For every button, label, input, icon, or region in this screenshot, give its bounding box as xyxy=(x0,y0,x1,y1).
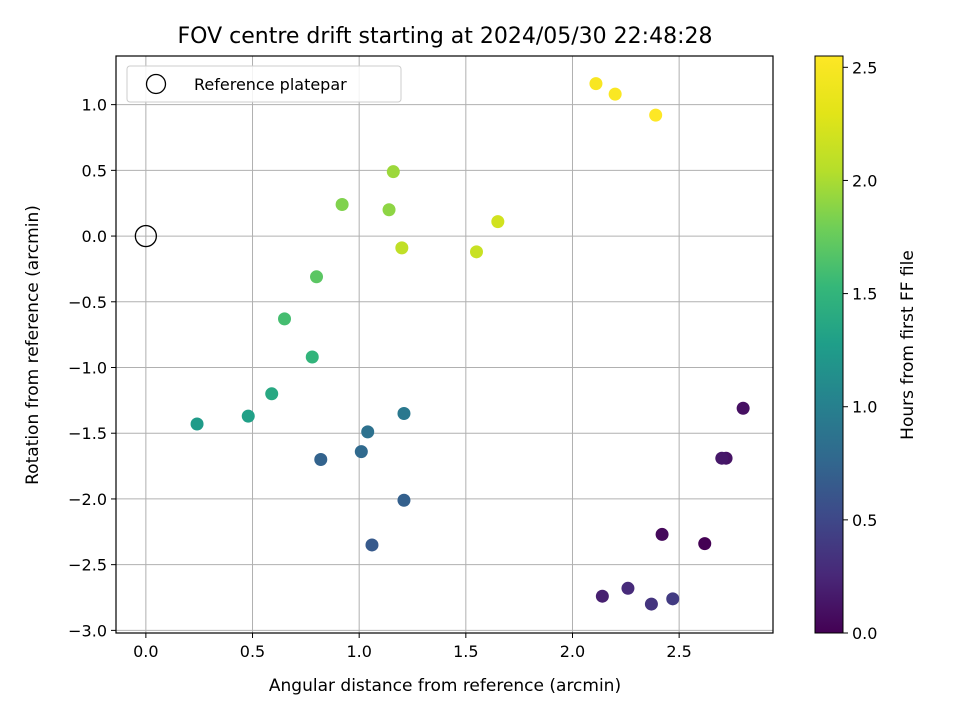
y-tick-label: −2.5 xyxy=(68,556,107,575)
y-tick-label: −2.0 xyxy=(68,490,107,509)
points-layer xyxy=(134,77,750,611)
data-point xyxy=(644,597,658,611)
x-tick-label: 0.0 xyxy=(133,642,158,661)
data-point xyxy=(589,77,603,91)
chart-title: FOV centre drift starting at 2024/05/30 … xyxy=(178,24,713,49)
colorbar-tick-label: 0.5 xyxy=(852,511,877,530)
legend: Reference platepar xyxy=(126,65,402,103)
y-tick-label: 0.5 xyxy=(82,161,107,180)
data-point xyxy=(491,215,505,229)
x-tick-label: 1.5 xyxy=(453,642,478,661)
data-point xyxy=(715,451,729,465)
grid xyxy=(116,56,773,633)
y-axis-label: Rotation from reference (arcmin) xyxy=(23,205,43,485)
colorbar-tick-label: 2.0 xyxy=(852,171,877,190)
data-point xyxy=(621,581,635,595)
data-point xyxy=(608,87,622,101)
colorbar: 0.0 0.5 1.0 1.5 2.0 2.5 Hours from first FF f… xyxy=(814,55,918,643)
x-axis-label: Angular distance from reference (arcmin) xyxy=(269,676,621,696)
y-tick-label: 0.0 xyxy=(82,227,107,246)
data-point xyxy=(736,401,750,415)
data-point xyxy=(365,538,379,552)
data-point xyxy=(666,592,680,606)
data-point xyxy=(305,350,319,364)
y-axis: −3.0 −2.5 −2.0 −1.5 −1.0 −0.5 0.0 0.5 1.0 xyxy=(68,96,116,640)
data-point xyxy=(649,108,663,122)
colorbar-tick-label: 1.5 xyxy=(852,285,877,304)
colorbar-tick-label: 0.0 xyxy=(852,624,877,643)
colorbar-label: Hours from first FF file xyxy=(898,250,918,440)
data-point xyxy=(335,198,349,212)
data-point xyxy=(397,407,411,421)
data-point xyxy=(190,417,204,431)
x-tick-label: 2.0 xyxy=(560,642,585,661)
legend-entry-label: Reference platepar xyxy=(194,75,347,94)
data-point xyxy=(241,409,255,423)
plot-frame xyxy=(115,55,774,634)
x-axis: 0.0 0.5 1.0 1.5 2.0 2.5 xyxy=(133,633,692,661)
data-point xyxy=(397,493,411,507)
data-point xyxy=(382,203,396,217)
y-tick-label: 1.0 xyxy=(82,96,107,115)
reference-point xyxy=(134,224,158,248)
colorbar-tick-label: 1.0 xyxy=(852,398,877,417)
colorbar-gradient xyxy=(814,55,844,634)
x-tick-label: 2.5 xyxy=(666,642,691,661)
y-tick-label: −0.5 xyxy=(68,293,107,312)
data-point xyxy=(386,165,400,179)
data-point xyxy=(278,312,292,326)
data-point xyxy=(395,241,409,255)
x-tick-label: 1.0 xyxy=(346,642,371,661)
colorbar-ticks: 0.0 0.5 1.0 1.5 2.0 2.5 xyxy=(843,58,877,643)
data-point xyxy=(469,245,483,259)
data-point xyxy=(698,537,712,551)
data-point xyxy=(354,445,368,459)
data-point xyxy=(655,527,669,541)
data-point xyxy=(310,270,324,284)
y-tick-label: −1.5 xyxy=(68,424,107,443)
colorbar-tick-label: 2.5 xyxy=(852,58,877,77)
data-point xyxy=(595,589,609,603)
legend-marker xyxy=(145,73,167,95)
data-point xyxy=(265,387,279,401)
data-point xyxy=(361,425,375,439)
legend-box xyxy=(126,65,402,103)
data-point xyxy=(314,453,328,467)
x-tick-label: 0.5 xyxy=(240,642,265,661)
y-tick-label: −3.0 xyxy=(68,621,107,640)
y-tick-label: −1.0 xyxy=(68,359,107,378)
